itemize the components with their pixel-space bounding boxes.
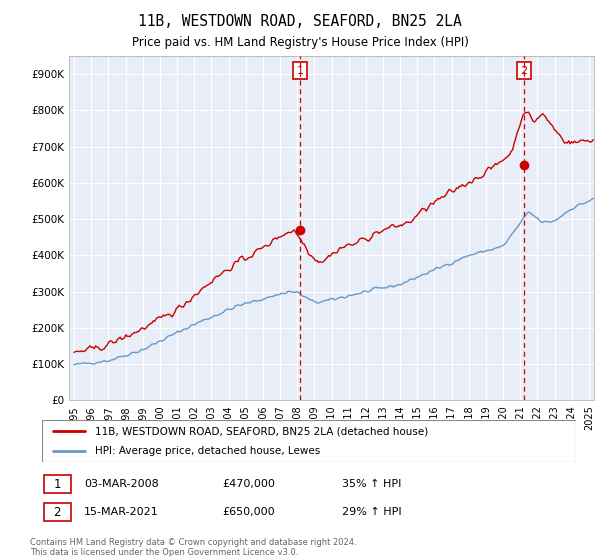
FancyBboxPatch shape (42, 420, 576, 462)
Text: 11B, WESTDOWN ROAD, SEAFORD, BN25 2LA: 11B, WESTDOWN ROAD, SEAFORD, BN25 2LA (138, 14, 462, 29)
Text: £650,000: £650,000 (222, 507, 275, 517)
Text: 1: 1 (296, 66, 304, 76)
Text: 29% ↑ HPI: 29% ↑ HPI (342, 507, 401, 517)
Text: HPI: Average price, detached house, Lewes: HPI: Average price, detached house, Lewe… (95, 446, 320, 456)
Text: 35% ↑ HPI: 35% ↑ HPI (342, 479, 401, 489)
FancyBboxPatch shape (44, 475, 71, 493)
Text: 03-MAR-2008: 03-MAR-2008 (84, 479, 159, 489)
Text: 2: 2 (520, 66, 527, 76)
Text: 2: 2 (53, 506, 61, 519)
Text: 1: 1 (53, 478, 61, 491)
Text: 15-MAR-2021: 15-MAR-2021 (84, 507, 159, 517)
Text: 11B, WESTDOWN ROAD, SEAFORD, BN25 2LA (detached house): 11B, WESTDOWN ROAD, SEAFORD, BN25 2LA (d… (95, 426, 428, 436)
Text: £470,000: £470,000 (222, 479, 275, 489)
FancyBboxPatch shape (44, 503, 71, 521)
Text: Price paid vs. HM Land Registry's House Price Index (HPI): Price paid vs. HM Land Registry's House … (131, 36, 469, 49)
Text: Contains HM Land Registry data © Crown copyright and database right 2024.
This d: Contains HM Land Registry data © Crown c… (30, 538, 356, 557)
